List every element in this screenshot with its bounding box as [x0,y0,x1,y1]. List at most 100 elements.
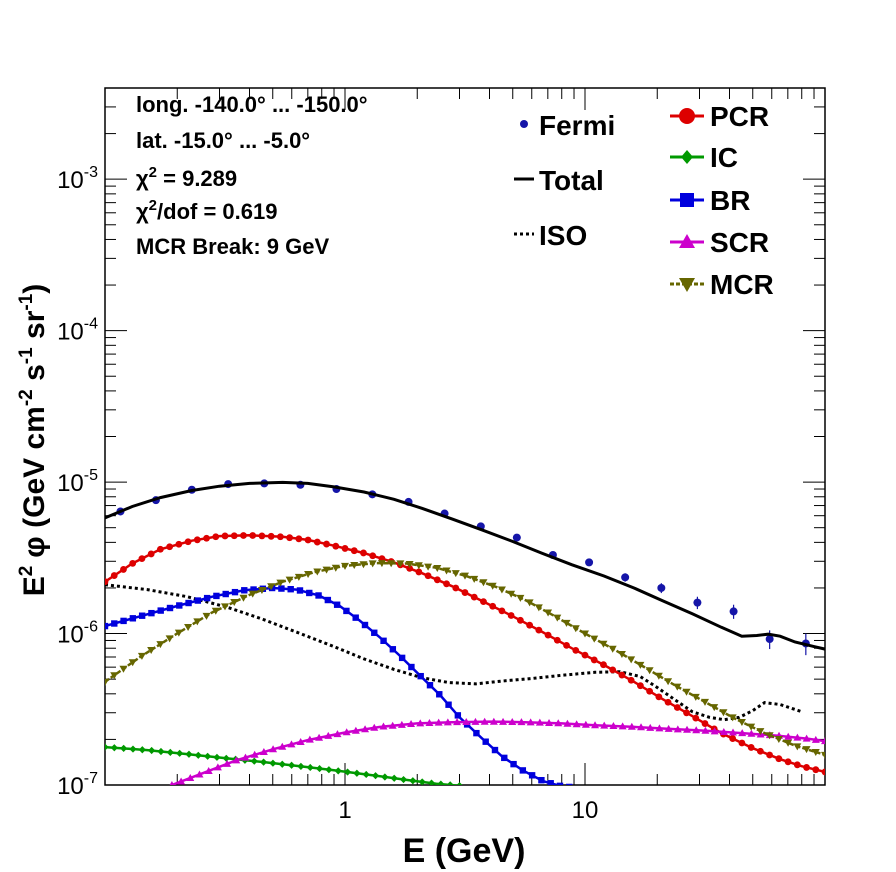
scr-marker [719,727,728,735]
mcr-marker [544,609,553,617]
pcr-marker [544,631,552,639]
legend-label-fermi: Fermi [539,110,615,141]
fermi-point [693,598,702,607]
legend-label-pcr: PCR [710,101,769,132]
pcr-marker [747,744,755,751]
scr-marker [425,718,434,726]
br-marker [436,691,443,698]
br-marker [547,780,554,785]
mcr-marker [368,560,377,568]
scr-marker [600,721,609,729]
scr-marker [738,729,747,737]
scr-marker [223,759,232,767]
scr-marker [609,722,618,730]
mcr-marker [147,647,156,655]
scr-marker [204,766,213,774]
scr-marker [315,733,324,741]
ic-marker [166,748,174,756]
mcr-marker [350,562,359,570]
mcr-marker [267,583,276,591]
ic-marker [409,777,417,785]
legend-label-scr: SCR [710,227,769,258]
scr-marker [517,718,526,726]
br-marker [120,617,127,625]
pcr-marker [443,580,450,588]
br-marker [231,588,239,596]
pcr-marker [535,626,543,634]
legend-marker-fermi [520,120,528,128]
pcr-marker [507,612,515,619]
br-marker [105,622,109,630]
br-marker [166,604,174,612]
pcr-marker [572,646,580,654]
mcr-marker [341,562,349,570]
ic-marker [213,753,221,761]
legend-marker-ic [681,150,693,164]
pcr-marker [129,559,137,567]
ic-marker [427,779,436,785]
scr-marker [701,726,710,734]
scr-marker [618,722,627,730]
mcr-marker [636,661,645,669]
pcr-marker [424,572,432,580]
scr-marker [186,773,195,781]
series-layer [105,479,825,785]
br-marker [241,587,248,594]
pcr-marker [286,534,294,542]
mcr-marker [285,576,294,584]
mcr-marker [747,723,756,731]
br-marker [556,782,564,785]
mcr-marker [105,678,109,686]
br-marker [482,738,489,745]
pcr-marker [240,532,247,539]
br-marker [138,612,146,619]
y-tick-label: 10-5 [57,467,98,497]
br-marker [566,783,573,785]
ic-marker [297,762,305,770]
pcr-marker [729,735,737,742]
br-marker [417,672,424,680]
mcr-marker [765,732,774,740]
br-marker [278,585,285,592]
pcr-marker [553,636,561,644]
mcr-marker [617,651,626,659]
pcr-marker [793,761,801,769]
br-marker [194,597,202,604]
mcr-marker [193,618,202,626]
br-marker [203,594,211,602]
mcr-marker [562,619,571,627]
mcr-marker [248,590,257,598]
mcr-marker [174,629,183,637]
pcr-marker [489,602,497,610]
mcr-marker [405,560,414,568]
pcr-marker [590,656,598,664]
br-marker [222,590,229,598]
mcr-marker [110,672,119,680]
pcr-marker [304,536,312,544]
mcr-marker [664,678,673,686]
scr-marker [471,717,480,725]
legend-marker-mcr [679,278,695,292]
ic-marker [176,749,184,757]
br-marker [426,682,434,689]
pcr-marker [193,536,201,544]
br-marker [185,599,192,607]
info-mcr-break: MCR Break: 9 GeV [136,234,330,259]
scr-marker [434,718,443,726]
br-marker [371,629,378,636]
y-tick-label: 10-3 [57,164,98,194]
br-marker [352,614,359,621]
pcr-marker [212,533,220,541]
scr-marker [729,728,738,736]
scr-marker [673,725,682,733]
mcr-marker [331,564,340,572]
br-marker [510,760,517,768]
br-marker [324,596,332,604]
ic-marker [110,744,118,752]
mcr-marker [128,659,137,667]
info-chi2-dof: χ2/dof = 0.619 [136,197,277,224]
br-marker [454,712,462,719]
pcr-marker [415,568,423,576]
scr-marker [278,742,287,750]
scr-marker [692,726,701,734]
